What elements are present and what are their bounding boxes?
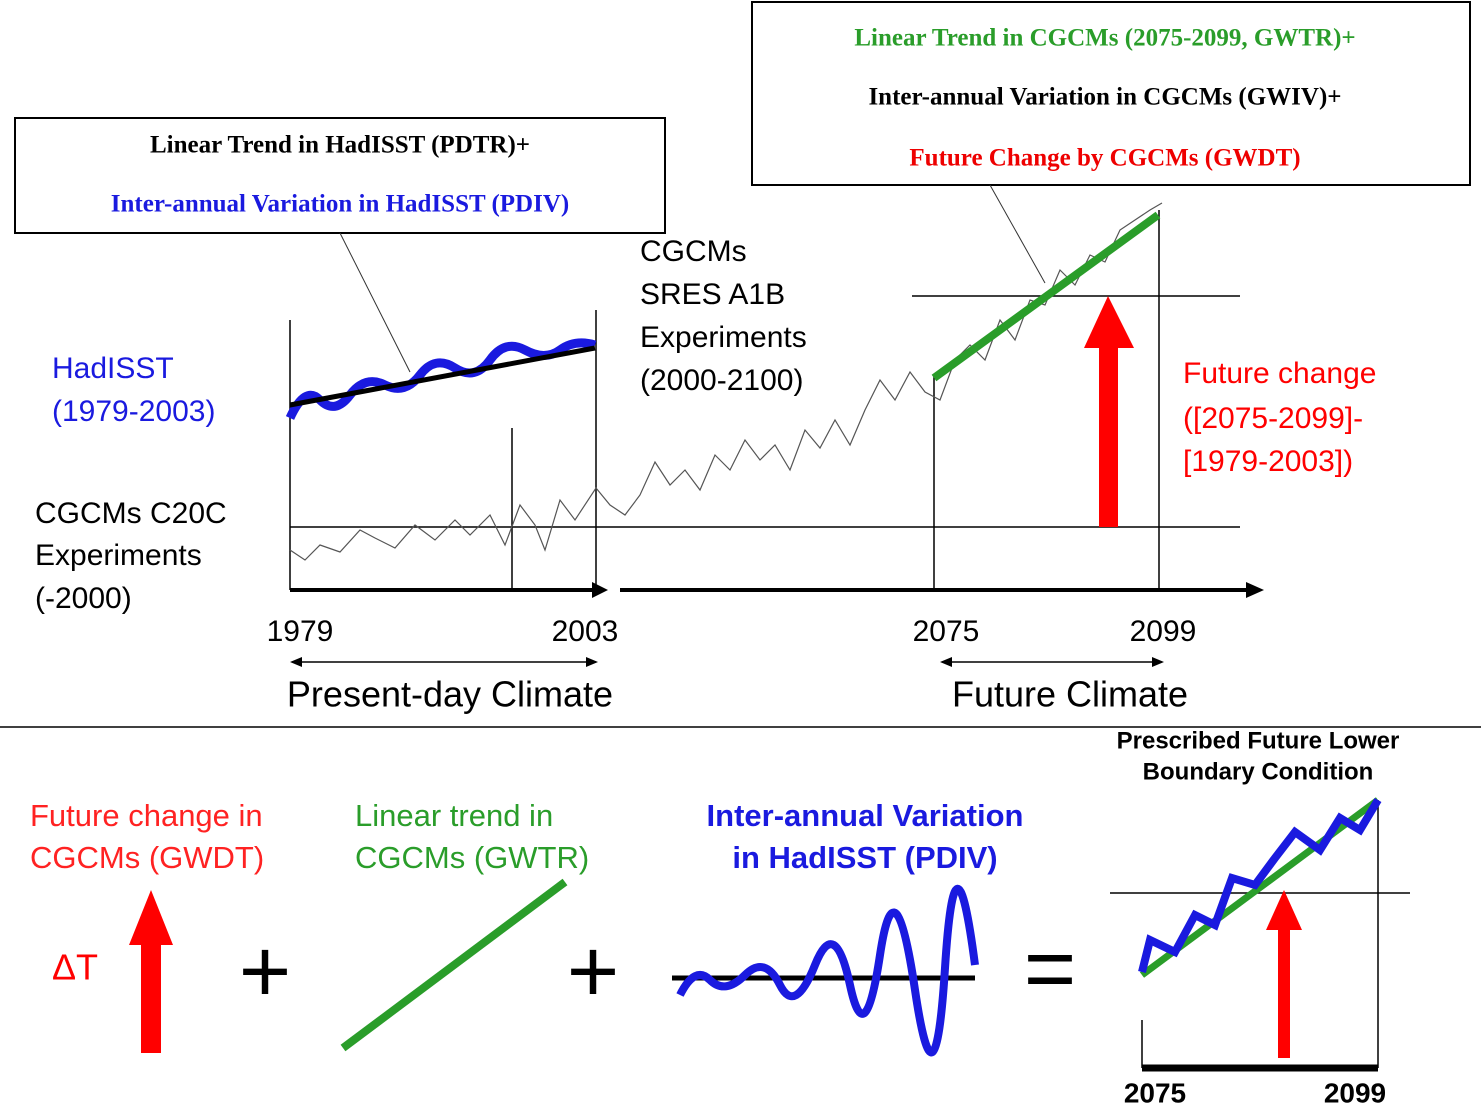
- hadisst-trend: [289, 345, 596, 408]
- term1-label: Future change in: [30, 798, 263, 833]
- guide-lines: [289, 210, 1240, 590]
- result-year: 2075: [1124, 1077, 1186, 1108]
- c20c-label: (-2000): [35, 582, 132, 615]
- box-left-line: Linear Trend in HadISST (PDTR)+: [150, 132, 530, 159]
- variation-line: [676, 884, 979, 1057]
- box-left-line: Inter-annual Variation in HadISST (PDIV): [111, 191, 569, 218]
- year-label: 1979: [267, 615, 334, 648]
- future-change-label: Future change: [1183, 357, 1376, 390]
- c20c-label: Experiments: [35, 539, 202, 572]
- box-right-line: Inter-annual Variation in CGCMs (GWIV)+: [868, 84, 1341, 111]
- sres-label: CGCMs: [640, 235, 747, 268]
- pointer: [339, 232, 411, 373]
- result-title: Prescribed Future Lower: [1117, 727, 1400, 754]
- box-right: [751, 1, 1471, 186]
- result-arrow-head: [1266, 890, 1302, 930]
- result-series: [1138, 797, 1382, 973]
- future-change-label: [1979-2003]): [1183, 445, 1353, 478]
- result-title: Boundary Condition: [1143, 758, 1374, 785]
- box-right-line: Future Change by CGCMs (GWDT): [909, 145, 1300, 172]
- year-label: 2003: [552, 615, 619, 648]
- delta-arrow-head: [129, 890, 173, 945]
- term3-label: Inter-annual Variation: [707, 798, 1024, 833]
- term2-label: Linear trend in: [355, 798, 553, 833]
- term2-label: CGCMs (GWTR): [355, 840, 589, 875]
- term3-label: in HadISST (PDIV): [732, 840, 997, 875]
- box-left: [14, 117, 666, 234]
- term1-label: CGCMs (GWDT): [30, 840, 264, 875]
- hadisst-label: HadISST: [52, 352, 174, 385]
- result-arrow: [1278, 925, 1290, 1058]
- delta-label: ΔT: [52, 947, 98, 988]
- c20c-label: CGCMs C20C: [35, 497, 227, 530]
- future-arrow-head: [1084, 296, 1134, 348]
- pointer: [989, 184, 1046, 284]
- future-arrow: [1099, 345, 1118, 527]
- delta-arrow: [141, 940, 161, 1053]
- plus: +: [567, 922, 620, 1022]
- equals: =: [1024, 919, 1077, 1019]
- sres-label: (2000-2100): [640, 364, 803, 397]
- arrow-head: [1246, 582, 1264, 598]
- hadisst-label: (1979-2003): [52, 395, 215, 428]
- result-guides: [1110, 800, 1410, 1068]
- box-right-line: Linear Trend in CGCMs (2075-2099, GWTR)+: [854, 25, 1355, 52]
- period-label: Future Climate: [952, 674, 1188, 715]
- trend-line: [340, 878, 568, 1052]
- arrow-head: [592, 582, 608, 598]
- future-change-label: ([2075-2099]-: [1183, 402, 1363, 435]
- period-label: Present-day Climate: [287, 674, 613, 715]
- future-trend: [931, 211, 1161, 382]
- period-arrow-heads: [290, 657, 1164, 667]
- plus: +: [239, 922, 292, 1022]
- result-year: 2099: [1324, 1077, 1386, 1108]
- year-label: 2099: [1130, 615, 1197, 648]
- year-label: 2075: [913, 615, 980, 648]
- sres-label: SRES A1B: [640, 278, 785, 311]
- sres-label: Experiments: [640, 321, 807, 354]
